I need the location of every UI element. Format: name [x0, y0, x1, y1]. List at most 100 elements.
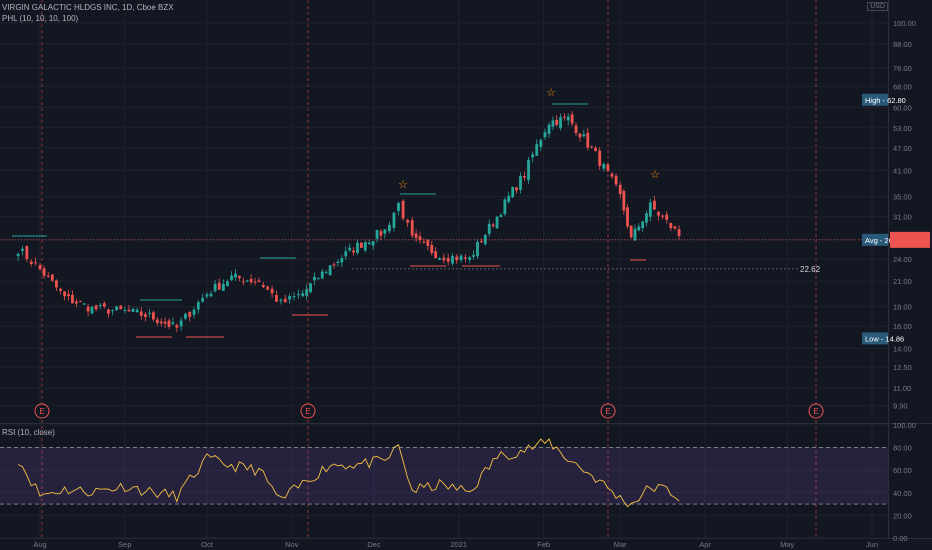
candle-body — [397, 202, 400, 212]
candle-body — [34, 262, 38, 264]
candle-body — [74, 301, 78, 304]
avg-badge-bg — [862, 233, 888, 246]
time-axis-label: Aug — [33, 540, 46, 549]
price-axis-label: 24.00 — [893, 255, 912, 264]
candle-body — [418, 236, 422, 241]
candle-body — [410, 220, 414, 236]
candle-body — [463, 257, 467, 259]
candle-body — [316, 278, 320, 280]
candle-body — [438, 258, 441, 260]
candle-body — [86, 306, 90, 312]
candle-body — [665, 214, 669, 220]
candle-body — [16, 254, 20, 257]
candle-body — [292, 296, 296, 298]
candle-body — [622, 191, 626, 211]
candle-body — [527, 159, 530, 181]
candle-body — [213, 283, 217, 292]
candle-body — [257, 280, 261, 282]
candle-body — [324, 272, 328, 274]
candle-body — [151, 312, 155, 320]
price-axis-label: 14.00 — [893, 344, 912, 353]
candle-body — [188, 311, 192, 317]
candle-body — [59, 288, 62, 291]
candle-body — [507, 195, 511, 203]
candle-body — [539, 139, 543, 147]
symbol-title[interactable]: VIRGIN GALACTIC HLDGS INC, 1D, Cboe BZX — [2, 3, 174, 12]
candle-body — [590, 146, 594, 148]
candle-body — [205, 294, 209, 297]
candle-body — [422, 241, 426, 243]
indicator-label[interactable]: PHL (10, 10, 10, 100) — [2, 14, 79, 23]
rsi-band — [0, 447, 888, 505]
candle-body — [135, 309, 139, 313]
candle-body — [279, 299, 283, 301]
candle-body — [555, 119, 559, 126]
candle-body — [82, 303, 86, 305]
time-axis-label: Mar — [614, 540, 627, 549]
candle-body — [245, 280, 249, 282]
earnings-label: E — [305, 407, 310, 416]
rsi-title[interactable]: RSI (10, close) — [2, 428, 55, 437]
candle-body — [359, 242, 363, 248]
candle-body — [598, 150, 602, 166]
candle-body — [657, 211, 660, 216]
candle-body — [406, 219, 410, 223]
candle-body — [618, 184, 622, 194]
candle-body — [562, 116, 566, 118]
candle-body — [320, 271, 324, 279]
rsi-axis-label: 0.00 — [893, 534, 908, 543]
candle-body — [63, 291, 67, 297]
time-axis-label: Nov — [285, 540, 299, 549]
candle-body — [25, 246, 29, 260]
candle-body — [535, 144, 539, 156]
candle-body — [653, 200, 656, 210]
price-axis-label: 68.00 — [893, 83, 912, 92]
level-value: 22.62 — [800, 265, 821, 274]
candle-body — [249, 278, 253, 283]
candle-body — [111, 310, 114, 312]
candle-body — [367, 242, 371, 245]
candle-body — [348, 247, 352, 251]
candle-body — [119, 305, 123, 310]
candle-body — [414, 233, 418, 238]
price-axis-label: 11.00 — [893, 384, 911, 393]
time-axis-label: Feb — [537, 540, 550, 549]
candle-body — [483, 234, 487, 245]
candle-body — [648, 202, 652, 217]
price-axis-label: 41.00 — [893, 166, 912, 175]
time-axis-label: Apr — [699, 540, 711, 549]
candle-body — [379, 231, 383, 236]
candle-body — [551, 120, 555, 127]
candle-body — [352, 250, 355, 253]
candle-body — [209, 293, 213, 297]
avg-badge: Avg - 26.95 — [865, 236, 903, 245]
candle-body — [179, 320, 183, 327]
candle-body — [344, 251, 348, 257]
candle-body — [237, 275, 241, 279]
rsi-line — [17, 438, 680, 508]
price-axis-label: 21.00 — [893, 277, 912, 286]
candle-body — [559, 117, 562, 129]
candle-body — [582, 134, 586, 137]
candle-body — [192, 309, 196, 315]
candle-body — [602, 163, 606, 169]
candle-body — [266, 286, 270, 290]
candle-body — [610, 173, 614, 177]
candle-body — [115, 306, 119, 311]
rsi-axis-label: 60.00 — [893, 466, 912, 475]
candle-body — [392, 212, 396, 228]
candle-body — [669, 223, 673, 229]
earnings-marker — [600, 403, 616, 419]
candle-body — [480, 241, 483, 243]
candle-body — [375, 229, 379, 239]
candle-body — [673, 226, 677, 229]
candle-body — [586, 132, 590, 148]
candle-body — [155, 319, 159, 323]
candle-body — [547, 124, 551, 134]
candle-body — [143, 314, 147, 317]
high-badge: High - 62.80 — [865, 96, 906, 105]
candle-body — [401, 200, 405, 219]
candle-body — [468, 257, 472, 261]
